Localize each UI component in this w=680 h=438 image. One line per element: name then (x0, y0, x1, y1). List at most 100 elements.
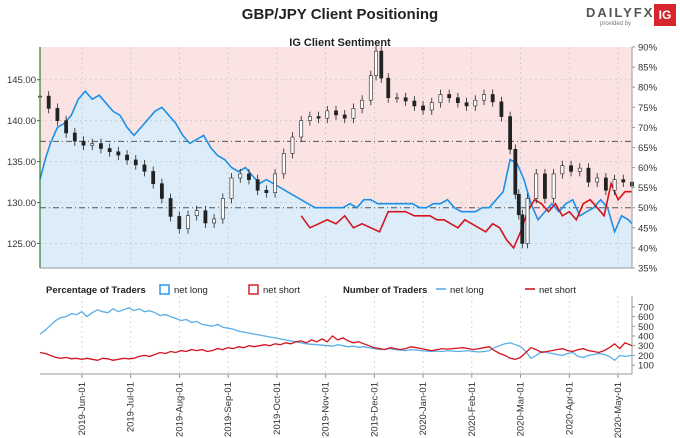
price-candle (290, 136, 295, 154)
price-candle (421, 105, 425, 111)
price-candle (516, 194, 521, 216)
price-candle (447, 94, 452, 99)
x-tick-label-11: 2020-May-01 (613, 382, 624, 438)
bottom-tick-label-2: 300 (638, 341, 654, 352)
price-candle (560, 165, 565, 175)
x-tick-label-6: 2019-Dec-01 (369, 382, 380, 437)
price-candle (525, 198, 530, 244)
price-candle (379, 50, 384, 79)
left-tick-label-0: 125.00 (7, 239, 36, 250)
right-tick-label-4: 55% (638, 183, 658, 194)
price-candle (334, 110, 338, 116)
price-candle (72, 132, 77, 142)
left-tick-label-3: 140.00 (7, 116, 36, 127)
brand-subtext: provided by (600, 21, 632, 27)
price-candle (621, 179, 626, 183)
legend-percentage-title: Percentage of Traders (46, 285, 146, 296)
price-candle (412, 100, 417, 107)
price-candle (168, 198, 173, 217)
price-candle (316, 116, 321, 119)
right-tick-label-7: 70% (638, 123, 658, 134)
price-candle (351, 108, 356, 119)
right-tick-label-0: 35% (638, 264, 658, 275)
price-candle (90, 143, 95, 146)
price-candle (299, 120, 304, 138)
price-candle (603, 177, 608, 191)
price-candle (513, 149, 518, 195)
price-candle (360, 99, 365, 109)
price-candle (473, 99, 478, 107)
x-tick-label-0: 2019-Jun-01 (77, 382, 88, 435)
price-candle (438, 94, 443, 103)
right-tick-label-11: 90% (638, 43, 658, 54)
price-candle (325, 110, 330, 119)
bottom-tick-label-4: 500 (638, 322, 654, 333)
price-candle (142, 164, 147, 172)
ig-logo-icon: IG (654, 4, 676, 26)
price-candle (569, 165, 573, 172)
price-candle (520, 214, 525, 244)
price-candle (307, 116, 312, 121)
bottom-tick-label-6: 700 (638, 302, 654, 313)
price-candle (133, 159, 138, 166)
x-tick-label-5: 2019-Nov-01 (321, 382, 332, 437)
price-candle (55, 108, 60, 121)
price-candle (255, 179, 260, 191)
price-candle (247, 173, 251, 180)
legend-pct-short-label: net short (263, 285, 300, 296)
legend-short-swatch (248, 284, 259, 295)
legend-number-title: Number of Traders (343, 285, 427, 296)
price-candle (81, 140, 86, 146)
price-candle (403, 97, 408, 102)
price-candle (264, 189, 269, 193)
price-candle (273, 173, 277, 193)
chart-title: GBP/JPY Client Positioning (241, 6, 439, 23)
count-net-long-line (39, 307, 633, 362)
bottom-tick-label-3: 400 (638, 332, 654, 343)
price-candle (490, 94, 495, 103)
price-candle (238, 173, 243, 179)
price-candle (46, 95, 51, 109)
price-candle (612, 179, 617, 191)
price-candle (159, 183, 164, 199)
x-tick-label-10: 2020-Apr-01 (564, 382, 575, 435)
x-tick-label-4: 2019-Oct-01 (272, 382, 283, 435)
x-tick-label-2: 2019-Aug-01 (174, 382, 185, 437)
x-tick-label-8: 2020-Feb-01 (467, 382, 478, 436)
price-candle (551, 173, 556, 199)
legend-pct-long-label: net long (174, 285, 208, 296)
bottom-tick-label-1: 200 (638, 351, 654, 362)
right-tick-label-5: 60% (638, 163, 658, 174)
right-tick-label-9: 80% (638, 83, 658, 94)
bottom-tick-label-5: 600 (638, 312, 654, 323)
price-candle (203, 210, 208, 224)
price-candle (586, 167, 591, 183)
price-candle (125, 154, 129, 161)
price-candle (229, 177, 234, 199)
x-tick-label-1: 2019-Jul-01 (126, 382, 137, 432)
legend-count-short-label: net short (539, 285, 576, 296)
price-candle (64, 120, 69, 134)
price-candle (429, 102, 434, 111)
bottom-tick-label-0: 100 (638, 361, 654, 372)
brand-wordmark: DAILYFX (586, 5, 655, 20)
left-tick-label-4: 145.00 (7, 75, 36, 86)
price-candle (177, 216, 182, 230)
price-candle (499, 101, 504, 117)
price-candle (186, 215, 190, 230)
x-tick-label-7: 2020-Jan-01 (418, 382, 429, 435)
price-candle (395, 97, 399, 100)
price-candle (543, 173, 547, 199)
price-candle (368, 75, 373, 101)
x-tick-label-9: 2020-Mar-01 (516, 382, 527, 436)
price-candle (482, 94, 486, 101)
left-tick-label-2: 135.00 (7, 157, 36, 168)
brand-logo: DAILYFX provided by IG (586, 4, 676, 30)
right-tick-label-10: 85% (638, 63, 658, 74)
price-candle (464, 102, 469, 107)
price-candle (220, 198, 225, 220)
price-candle (107, 148, 112, 153)
legend-count-long-label: net long (450, 285, 484, 296)
right-tick-label-8: 75% (638, 103, 658, 114)
net-short-pct-line (300, 181, 632, 250)
